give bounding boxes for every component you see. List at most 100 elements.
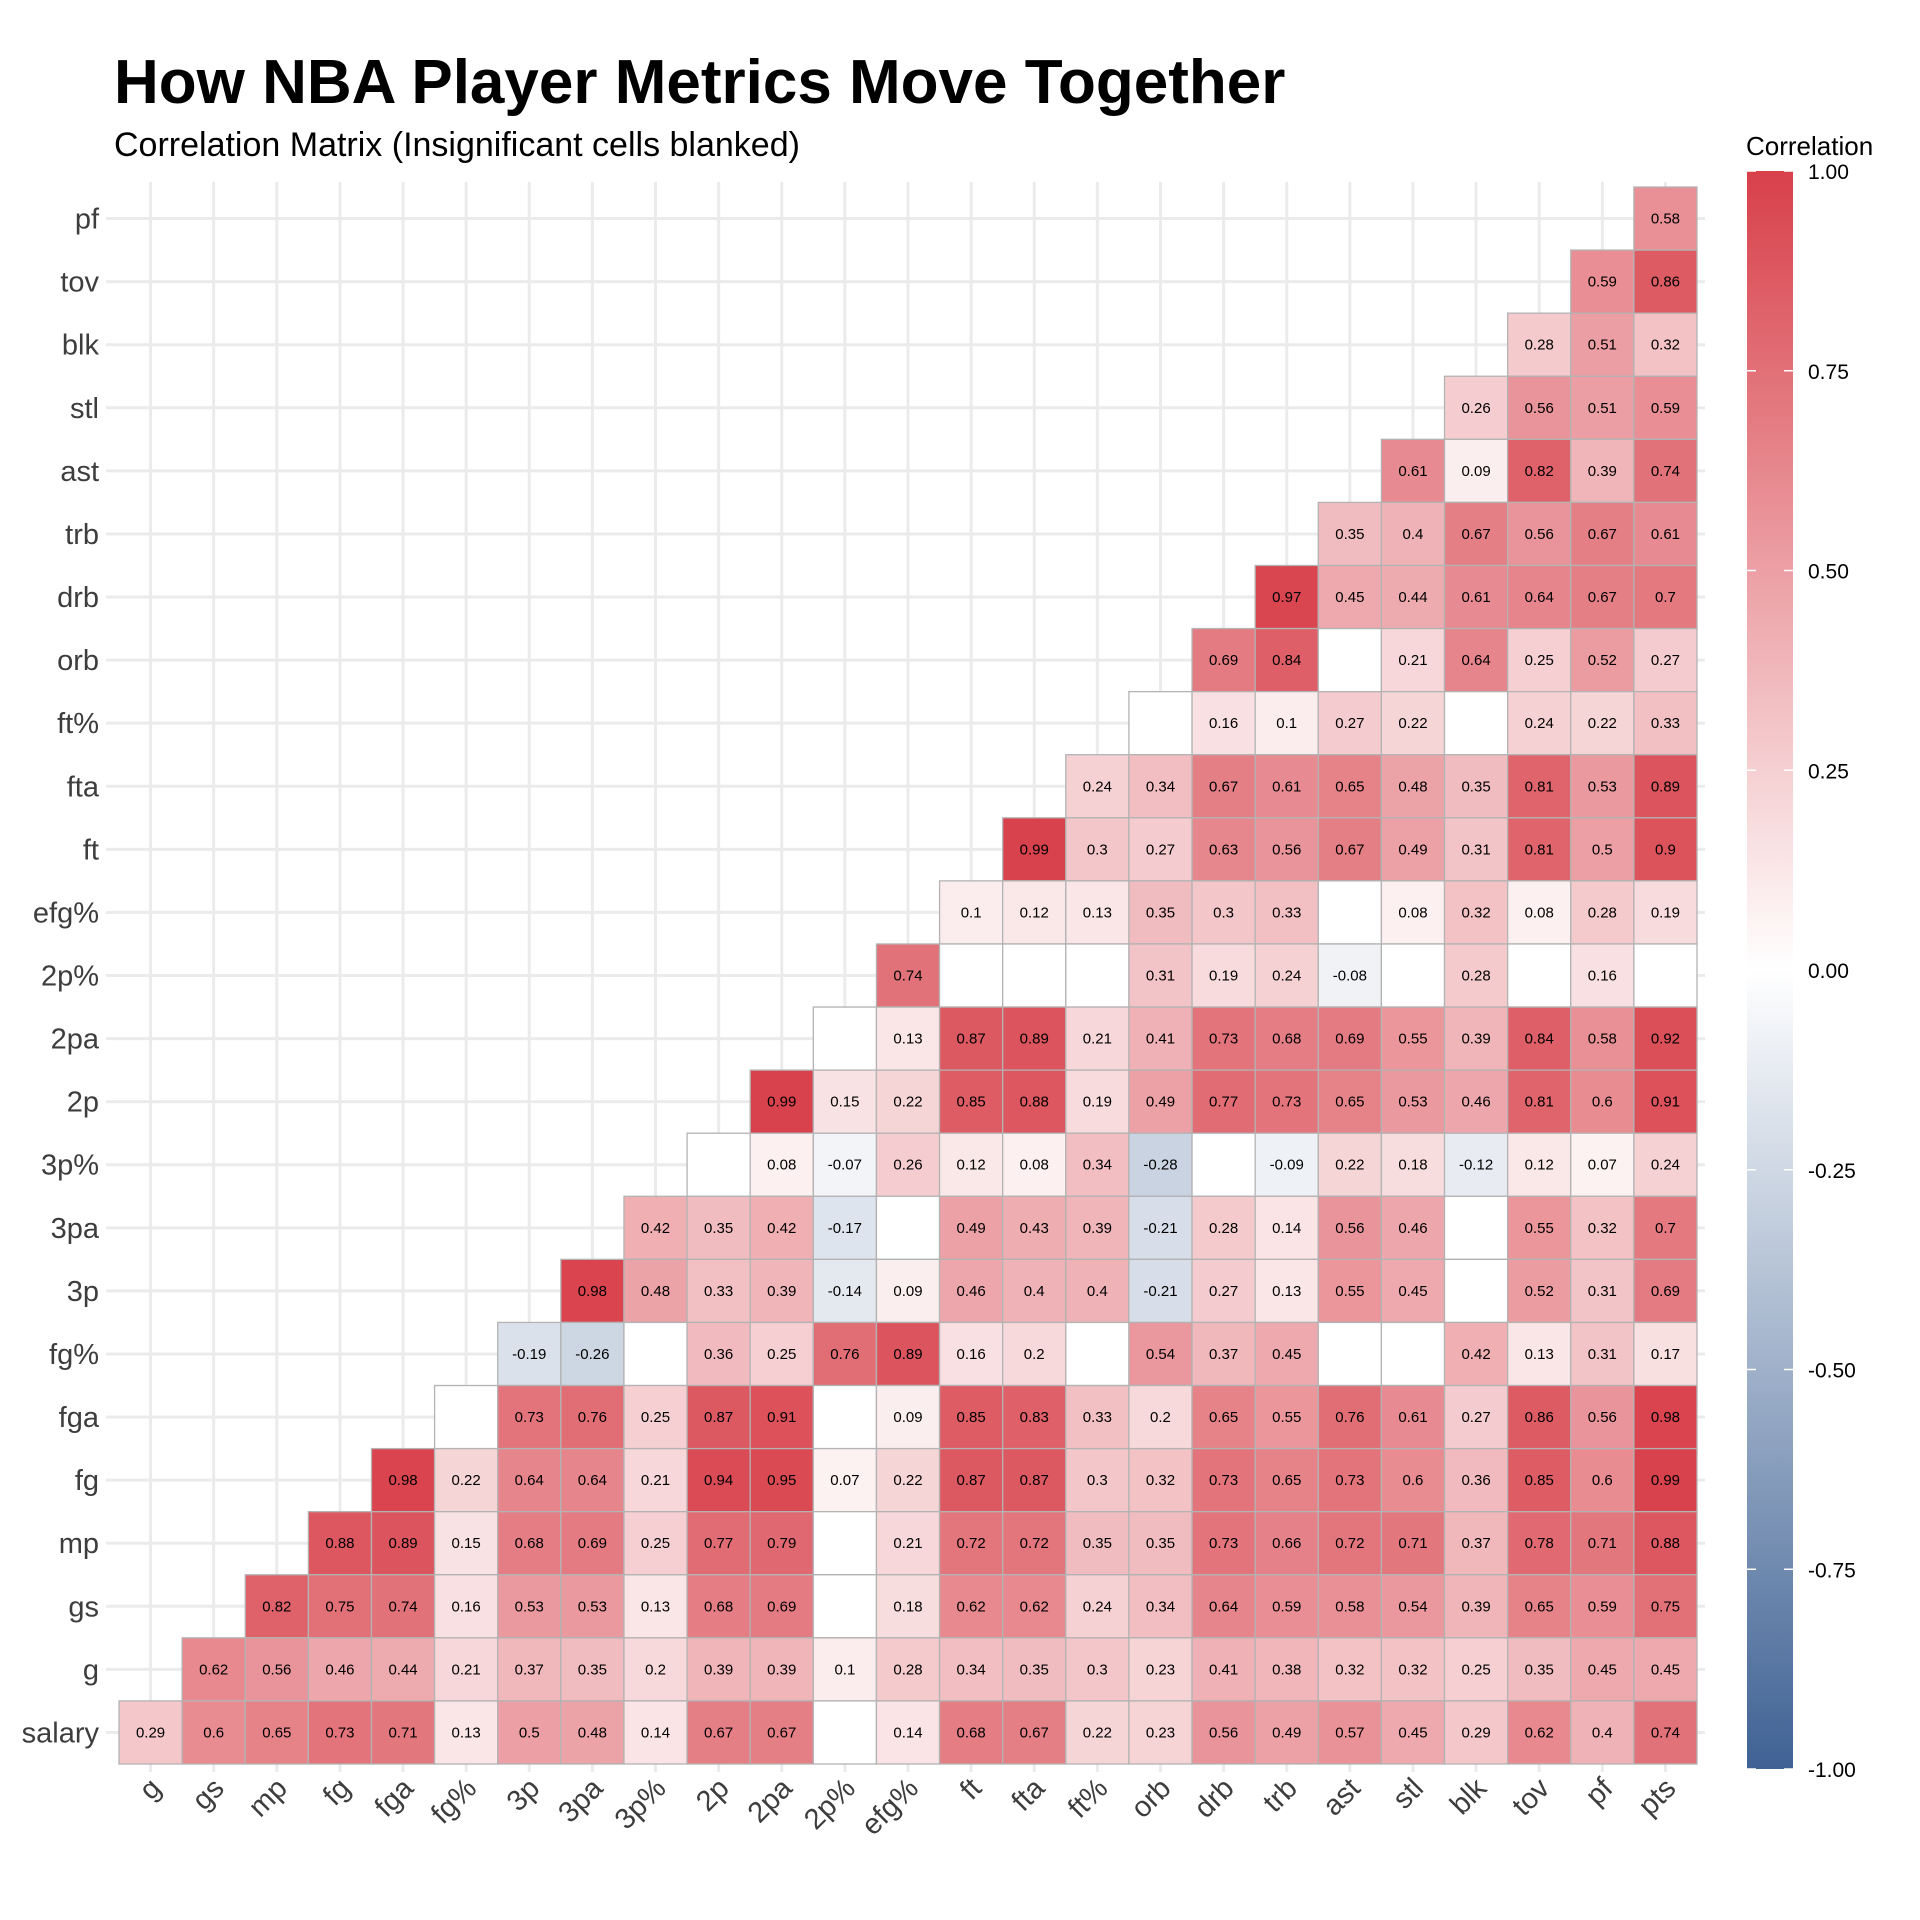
heatmap-cell: 0.86 <box>1506 1384 1572 1450</box>
cell-rect <box>1633 1258 1698 1324</box>
x-tick-label: fg% <box>425 1772 483 1830</box>
heatmap-cell: 0.56 <box>1317 1195 1383 1261</box>
heatmap-cell: 0.7 <box>1633 564 1698 630</box>
cell-rect <box>1065 1258 1130 1324</box>
cell-value-label: 0.22 <box>1335 1157 1364 1174</box>
cell-rect <box>1191 627 1256 693</box>
heatmap-cell: 0.09 <box>1443 438 1509 504</box>
heatmap-cell: 0.39 <box>1443 1574 1509 1639</box>
cell-rect <box>812 1006 878 1071</box>
cell-value-label: 0.21 <box>893 1535 922 1552</box>
cell-rect <box>1191 1637 1256 1702</box>
cell-rect <box>1191 817 1256 882</box>
cell-value-label: 0.42 <box>767 1220 796 1237</box>
heatmap-cell: 0.08 <box>749 1132 814 1197</box>
heatmap-cell: 0.35 <box>686 1195 751 1261</box>
heatmap-cell: 0.29 <box>1443 1700 1509 1765</box>
heatmap-cell: 0.67 <box>1002 1700 1067 1765</box>
cell-value-label: 0.99 <box>1651 1472 1680 1489</box>
heatmap-cell: 0.58 <box>1317 1574 1383 1639</box>
heatmap-cell: 0.5 <box>1570 817 1635 882</box>
heatmap-cell: 0.55 <box>1506 1195 1572 1261</box>
cell-rect <box>1633 312 1698 377</box>
cell-value-label: 0.63 <box>1209 841 1238 858</box>
heatmap-cell: 0.59 <box>1633 375 1698 440</box>
cell-rect <box>244 1637 310 1702</box>
cell-value-label: 0.08 <box>1398 904 1427 921</box>
cell-value-label: 0.65 <box>1335 1094 1364 1111</box>
cell-value-label: 0.61 <box>1461 589 1490 606</box>
heatmap-cell <box>812 1006 878 1071</box>
heatmap-cell: 0.69 <box>1191 627 1256 693</box>
cell-value-label: 0.95 <box>767 1472 796 1489</box>
cell-value-label: 0.45 <box>1335 589 1364 606</box>
cell-rect <box>686 1384 751 1450</box>
cell-rect <box>1254 1700 1319 1765</box>
legend-tick-label: -1.00 <box>1808 1759 1856 1782</box>
heatmap-cell <box>875 1195 941 1261</box>
heatmap-cell: 0.76 <box>560 1384 625 1450</box>
cell-value-label: 0.55 <box>1525 1220 1554 1237</box>
legend-tick-label: 0.25 <box>1808 760 1849 783</box>
cell-value-label: 0.22 <box>452 1472 481 1489</box>
x-tick-label: drb <box>1188 1772 1240 1824</box>
heatmap-cell: 0.81 <box>1506 1069 1572 1134</box>
cell-value-label: 0.6 <box>1403 1472 1424 1489</box>
cell-rect <box>1443 1447 1509 1513</box>
cell-rect <box>938 880 1004 945</box>
cell-rect <box>1633 1637 1698 1702</box>
cell-rect <box>1254 1447 1319 1513</box>
cell-rect <box>1380 817 1446 882</box>
cell-value-label: 0.65 <box>1525 1598 1554 1615</box>
cell-value-label: 0.24 <box>1083 778 1112 795</box>
cell-value-label: 0.85 <box>957 1094 986 1111</box>
cell-value-label: 0.59 <box>1588 1598 1617 1615</box>
heatmap-cell: 0.31 <box>1443 817 1509 882</box>
cell-value-label: 0.76 <box>1335 1409 1364 1426</box>
cell-value-label: 0.74 <box>893 968 922 985</box>
heatmap-cell: 0.89 <box>1002 1006 1067 1071</box>
cell-rect <box>1191 1195 1256 1261</box>
cell-rect <box>1002 1384 1067 1450</box>
cell-value-label: 0.67 <box>1588 589 1617 606</box>
y-tick-label: fga <box>59 1402 100 1434</box>
heatmap-cell: 0.07 <box>812 1447 878 1513</box>
cell-value-label: 0.19 <box>1651 904 1680 921</box>
y-tick-label: salary <box>22 1717 100 1749</box>
cell-value-label: 0.28 <box>1588 904 1617 921</box>
cell-value-label: 0.36 <box>1461 1472 1490 1489</box>
heatmap-cell: 0.22 <box>875 1069 941 1134</box>
cell-value-label: 0.45 <box>1651 1661 1680 1678</box>
cell-rect <box>749 1258 814 1324</box>
heatmap-cell: 0.15 <box>812 1069 878 1134</box>
heatmap-cell: 0.24 <box>1065 754 1130 819</box>
heatmap-cell: 0.51 <box>1570 312 1635 377</box>
heatmap-cell: 0.53 <box>1570 754 1635 819</box>
cell-rect <box>1002 817 1067 882</box>
heatmap-cell: 0.99 <box>749 1069 814 1134</box>
y-tick-label: pf <box>75 204 100 236</box>
heatmap-cell: 0.22 <box>875 1447 941 1513</box>
cell-rect <box>812 1511 878 1576</box>
heatmap-cell: 0.37 <box>1191 1321 1256 1387</box>
cell-value-label: 0.39 <box>1461 1598 1490 1615</box>
cell-value-label: 0.59 <box>1651 400 1680 417</box>
cell-value-label: 0.45 <box>1272 1346 1301 1363</box>
cell-value-label: 0.49 <box>957 1220 986 1237</box>
heatmap-cell: 0.2 <box>1128 1384 1193 1450</box>
cell-value-label: 0.54 <box>1146 1346 1175 1363</box>
heatmap-cell: 0.87 <box>1002 1447 1067 1513</box>
cell-rect <box>1506 1258 1572 1324</box>
cell-value-label: 0.88 <box>325 1535 354 1552</box>
cell-rect <box>623 1258 688 1324</box>
heatmap-cell <box>812 1384 878 1450</box>
cell-value-label: -0.08 <box>1333 968 1367 985</box>
cell-value-label: 0.22 <box>1588 715 1617 732</box>
cell-rect <box>1443 1258 1509 1324</box>
y-tick-label: ast <box>60 456 99 488</box>
cell-value-label: 0.97 <box>1272 589 1301 606</box>
cell-value-label: 0.16 <box>452 1598 481 1615</box>
heatmap-cell: 0.4 <box>1065 1258 1130 1324</box>
cell-rect <box>1065 943 1130 1008</box>
y-tick-label: fta <box>67 771 100 803</box>
